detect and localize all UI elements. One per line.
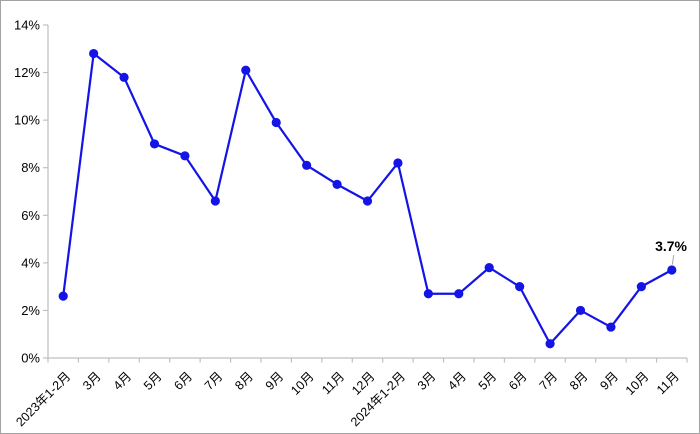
x-axis-tick-label: 8月 — [232, 369, 256, 393]
x-axis-tick-label: 7月 — [537, 369, 561, 393]
annotation-data-label: 3.7% — [655, 238, 687, 254]
y-axis-tick-label: 8% — [21, 160, 40, 175]
y-axis-tick-label: 4% — [21, 255, 40, 270]
y-axis-tick-label: 2% — [21, 303, 40, 318]
x-axis-tick-label: 3月 — [415, 369, 439, 393]
x-axis-tick-label: 5月 — [476, 369, 500, 393]
data-point — [454, 289, 464, 299]
y-axis-tick-label: 0% — [21, 351, 40, 366]
data-point — [89, 48, 99, 59]
y-axis-tick-label: 14% — [14, 18, 40, 33]
y-axis-tick-label: 10% — [14, 113, 40, 128]
data-point — [180, 151, 190, 161]
x-axis-tick-label: 4月 — [445, 369, 469, 393]
data-point — [423, 289, 433, 299]
data-point — [271, 117, 281, 128]
data-point — [515, 282, 525, 292]
data-point — [545, 339, 555, 349]
data-point — [58, 291, 68, 301]
x-axis-tick-label: 6月 — [171, 369, 195, 393]
x-axis-tick-label: 11月 — [319, 369, 347, 397]
x-axis-tick-label: 2024年1-2月 — [348, 369, 408, 429]
data-point — [210, 196, 220, 206]
x-axis-tick-label: 7月 — [202, 369, 226, 393]
data-point — [606, 322, 616, 332]
x-axis-tick-label: 4月 — [111, 369, 135, 393]
y-axis-tick-label: 6% — [21, 208, 40, 223]
x-axis-tick-label: 2023年1-2月 — [13, 369, 73, 429]
data-point — [393, 158, 403, 168]
y-axis-tick-label: 12% — [14, 65, 40, 80]
data-point — [575, 305, 586, 316]
data-point — [149, 139, 160, 149]
x-axis-tick-label: 3月 — [80, 369, 104, 393]
x-axis-tick-label: 10月 — [288, 369, 317, 398]
x-axis-tick-label: 9月 — [597, 369, 621, 393]
data-point — [484, 263, 494, 273]
data-point — [241, 65, 251, 75]
x-axis-tick-label: 10月 — [623, 369, 652, 398]
data-point — [302, 160, 312, 170]
x-axis-tick-label: 9月 — [263, 369, 287, 393]
x-axis-tick-label: 5月 — [141, 369, 165, 393]
x-axis-tick-label: 6月 — [506, 369, 530, 393]
data-point — [332, 179, 342, 189]
data-point — [362, 196, 373, 206]
data-point — [119, 72, 129, 82]
x-axis-tick-label: 8月 — [567, 369, 591, 393]
annotation-leader-line — [671, 254, 675, 265]
x-axis-tick-label: 11月 — [654, 369, 682, 397]
data-point — [636, 282, 646, 292]
data-point — [667, 265, 677, 275]
